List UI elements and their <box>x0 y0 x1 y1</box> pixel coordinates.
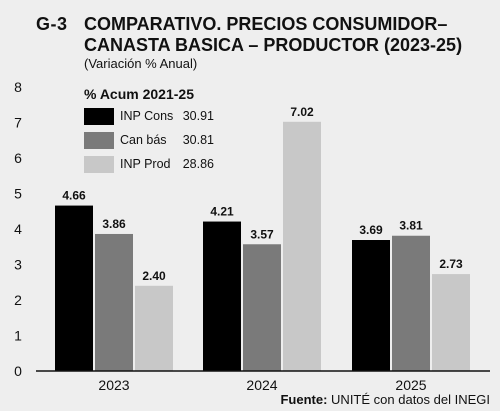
bar <box>392 235 430 371</box>
legend-item-inp-cons: INP Cons 30.91 <box>84 105 214 127</box>
data-label: 3.69 <box>359 223 383 237</box>
bar <box>283 121 321 371</box>
y-tick-label: 7 <box>14 115 22 131</box>
legend-label: Can bás <box>120 133 167 147</box>
source-text: UNITÉ con datos del INEGI <box>331 392 490 407</box>
bar <box>352 240 390 371</box>
bar <box>243 244 281 371</box>
chart-header: G-3 COMPARATIVO. PRECIOS CONSUMIDOR– CAN… <box>0 12 500 72</box>
legend-title: % Acum 2021-25 <box>84 86 194 102</box>
legend-swatch-can-bas <box>84 131 114 149</box>
y-tick-label: 3 <box>14 257 22 273</box>
data-label: 7.02 <box>290 105 314 119</box>
legend-value: 28.86 <box>182 157 214 171</box>
y-tick-label: 8 <box>14 79 22 95</box>
bar <box>432 274 470 371</box>
data-label: 4.21 <box>210 205 234 219</box>
x-tick-label: 2024 <box>246 377 277 393</box>
data-label: 2.73 <box>439 257 463 271</box>
bar <box>203 221 241 371</box>
legend-value: 30.81 <box>182 133 214 147</box>
legend-value: 30.91 <box>182 109 214 123</box>
source-note: Fuente: UNITÉ con datos del INEGI <box>280 392 490 407</box>
data-label: 3.86 <box>102 217 126 231</box>
source-label: Fuente: <box>280 392 328 407</box>
bar <box>55 205 93 371</box>
chart-title: COMPARATIVO. PRECIOS CONSUMIDOR– CANASTA… <box>84 14 463 55</box>
data-label: 2.40 <box>142 269 166 283</box>
legend-item-can-bas: Can bás 30.81 <box>84 129 214 151</box>
y-tick-label: 1 <box>14 328 22 344</box>
data-label: 3.81 <box>399 219 423 233</box>
data-label: 3.57 <box>250 227 274 241</box>
y-tick-label: 4 <box>14 221 22 237</box>
legend-item-inp-prod: INP Prod 28.86 <box>84 153 214 175</box>
legend-swatch-inp-cons <box>84 107 114 125</box>
chart-subtitle: (Variación % Anual) <box>84 56 198 71</box>
legend-swatch-inp-prod <box>84 155 114 173</box>
chart-code: G-3 <box>36 14 68 34</box>
x-tick-label: 2023 <box>98 377 129 393</box>
data-label: 4.66 <box>62 189 86 203</box>
x-tick-label: 2025 <box>395 377 426 393</box>
y-tick-label: 2 <box>14 292 22 308</box>
legend: % Acum 2021-25 INP Cons 30.91 Can bás 30… <box>84 86 214 177</box>
bar <box>135 285 173 371</box>
legend-label: INP Prod <box>120 157 171 171</box>
bar <box>95 233 133 371</box>
legend-label: INP Cons <box>120 109 174 123</box>
y-tick-label: 0 <box>14 363 22 379</box>
y-tick-label: 5 <box>14 186 22 202</box>
y-tick-label: 6 <box>14 150 22 166</box>
